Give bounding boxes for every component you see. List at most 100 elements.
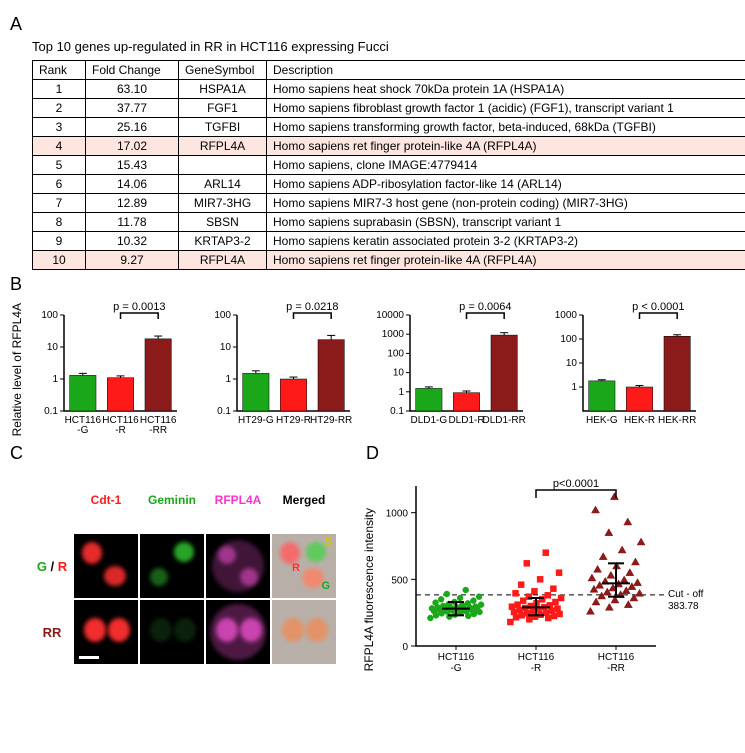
bar [626, 387, 652, 411]
svg-text:HCT116: HCT116 [518, 652, 555, 663]
microscopy-header: Cdt-1 [74, 493, 138, 507]
svg-text:-RR: -RR [607, 663, 625, 674]
svg-text:1: 1 [571, 382, 577, 393]
bar [453, 393, 479, 411]
microscopy-header: Merged [272, 493, 336, 507]
svg-text:-G: -G [450, 663, 461, 674]
microscopy-image [140, 534, 204, 598]
svg-text:10: 10 [47, 342, 59, 353]
microscopy-image [272, 600, 336, 664]
svg-text:0.1: 0.1 [44, 406, 58, 417]
table-row: 712.89MIR7-3HGHomo sapiens MIR7-3 host g… [33, 194, 745, 213]
panel-c-label: C [10, 443, 336, 464]
svg-text:100: 100 [387, 348, 404, 359]
svg-text:Cut - off: Cut - off [668, 589, 704, 600]
svg-text:HT29-G: HT29-G [238, 415, 274, 426]
svg-text:1: 1 [52, 374, 58, 385]
table-header: Rank [33, 61, 86, 80]
bar-chart: 0.1 1 10 100 1000 10000 DLD1-GDLD1-RDLD1-RR p =… [374, 301, 529, 439]
svg-text:500: 500 [391, 575, 408, 586]
bar [491, 335, 517, 411]
bar [107, 378, 133, 411]
table-row: 910.32KRTAP3-2Homo sapiens keratin assoc… [33, 232, 745, 251]
table-row: 515.43Homo sapiens, clone IMAGE:4779414 [33, 156, 745, 175]
microscopy-image [74, 534, 138, 598]
svg-text:10000: 10000 [376, 310, 404, 321]
svg-text:-RR: -RR [149, 425, 167, 436]
svg-text:p<0.0001: p<0.0001 [553, 478, 599, 490]
svg-text:1: 1 [398, 387, 404, 398]
microscopy-row-label: G / R [32, 559, 72, 574]
svg-text:DLD1-R: DLD1-R [448, 415, 484, 426]
svg-text:HT29-R: HT29-R [276, 415, 311, 426]
panel-b-ylabel: Relative level of RFPL4A [10, 303, 24, 436]
svg-text:10: 10 [566, 358, 578, 369]
svg-text:HT29-RR: HT29-RR [310, 415, 352, 426]
microscopy-grid: Cdt-1GemininRFPL4AMerged G / R SRG RR [32, 468, 336, 664]
bar-chart: 1 10 100 1000 HEK-G HEK-RHEK-RR p < 0.0001 [547, 301, 702, 439]
bar [416, 388, 442, 411]
svg-text:p = 0.0218: p = 0.0218 [286, 301, 338, 313]
scatter-plot: RFPL4A fluorescence intensity 05001000Cu… [366, 468, 745, 678]
table-row: 163.10HSPA1AHomo sapiens heat shock 70kD… [33, 80, 745, 99]
table-row: 417.02RFPL4AHomo sapiens ret finger prot… [33, 137, 745, 156]
table-header: GeneSymbol [179, 61, 267, 80]
svg-text:DLD1-G: DLD1-G [410, 415, 447, 426]
microscopy-image [206, 600, 270, 664]
bar [70, 375, 96, 411]
bar [145, 339, 171, 411]
table-row: 811.78SBSNHomo sapiens suprabasin (SBSN)… [33, 213, 745, 232]
svg-text:1000: 1000 [382, 329, 405, 340]
svg-text:HEK-RR: HEK-RR [658, 415, 696, 426]
svg-text:DLD1-RR: DLD1-RR [482, 415, 525, 426]
bar [318, 340, 344, 411]
panel-b-label: B [10, 274, 745, 295]
microscopy-image [140, 600, 204, 664]
table-header: Fold Change [86, 61, 179, 80]
svg-text:1: 1 [225, 374, 231, 385]
microscopy-header: RFPL4A [206, 493, 270, 507]
table-row: 237.77FGF1Homo sapiens fibroblast growth… [33, 99, 745, 118]
svg-text:p = 0.0013: p = 0.0013 [113, 301, 165, 313]
microscopy-row-label: RR [32, 625, 72, 640]
bar-chart: 0.1 1 10 100 HT29-GHT29-RHT29-RR p = 0.0218 [201, 301, 356, 439]
svg-text:-G: -G [77, 425, 88, 436]
gene-table: RankFold ChangeGeneSymbolDescription 163… [32, 60, 745, 270]
table-row: 614.06ARL14Homo sapiens ADP-ribosylation… [33, 175, 745, 194]
svg-text:0.1: 0.1 [217, 406, 231, 417]
svg-text:100: 100 [560, 334, 577, 345]
svg-text:10: 10 [393, 368, 405, 379]
svg-text:100: 100 [41, 310, 58, 321]
svg-text:10: 10 [220, 342, 232, 353]
svg-text:HEK-G: HEK-G [586, 415, 618, 426]
svg-text:-R: -R [531, 663, 542, 674]
microscopy-image: SRG [272, 534, 336, 598]
svg-text:1000: 1000 [386, 509, 409, 520]
bar [243, 373, 269, 411]
svg-text:p < 0.0001: p < 0.0001 [632, 301, 684, 313]
svg-text:HCT116: HCT116 [598, 652, 635, 663]
svg-text:1000: 1000 [555, 310, 578, 321]
svg-text:-R: -R [115, 425, 126, 436]
bar [589, 381, 615, 411]
table-header: Description [267, 61, 745, 80]
bar-chart: 0.1110100HCT116-GHCT116-RHCT116-RRp = 0.… [28, 301, 183, 439]
microscopy-header: Geminin [140, 493, 204, 507]
table-row: 109.27RFPL4AHomo sapiens ret finger prot… [33, 251, 745, 270]
panel-d-label: D [366, 443, 745, 464]
svg-text:HCT116: HCT116 [438, 652, 475, 663]
table-row: 325.16TGFBIHomo sapiens transforming gro… [33, 118, 745, 137]
svg-text:100: 100 [214, 310, 231, 321]
panel-a-title: Top 10 genes up-regulated in RR in HCT11… [32, 39, 745, 54]
svg-text:0.1: 0.1 [390, 406, 404, 417]
panel-a-label: A [10, 14, 745, 35]
svg-text:HEK-R: HEK-R [624, 415, 655, 426]
bar [280, 379, 306, 411]
panel-d-ylabel: RFPL4A fluorescence intensity [362, 508, 376, 671]
svg-text:383.78: 383.78 [668, 601, 699, 612]
svg-text:0: 0 [402, 642, 408, 653]
svg-text:p = 0.0064: p = 0.0064 [459, 301, 511, 313]
microscopy-image [74, 600, 138, 664]
bar [664, 336, 690, 411]
microscopy-image [206, 534, 270, 598]
